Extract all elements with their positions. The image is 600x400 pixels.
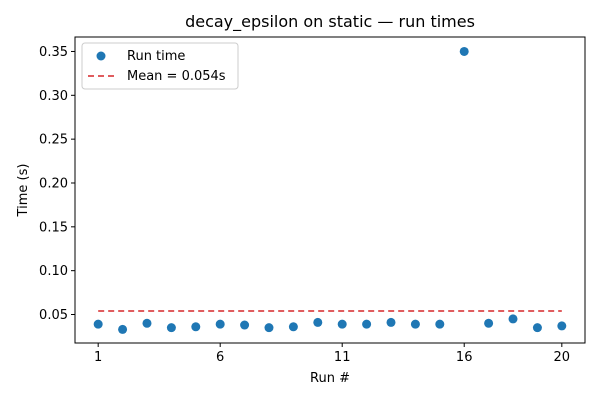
data-point-13 bbox=[386, 317, 396, 327]
legend: Run time Mean = 0.054s bbox=[81, 42, 239, 90]
data-point-14 bbox=[410, 319, 420, 329]
data-point-9 bbox=[288, 322, 298, 332]
data-point-8 bbox=[264, 323, 274, 333]
data-layer bbox=[93, 46, 567, 334]
y-tick-label-0.15: 0.15 bbox=[39, 220, 68, 235]
x-tick-label-11: 11 bbox=[334, 350, 351, 365]
axes-layer: 1 6 11 16 200.050.100.150.200.250.300.35 bbox=[39, 45, 570, 365]
data-point-18 bbox=[508, 314, 518, 324]
y-tick-label-0.30: 0.30 bbox=[39, 89, 68, 104]
x-tick-label-1: 1 bbox=[94, 350, 102, 365]
data-point-17 bbox=[484, 318, 494, 328]
data-point-5 bbox=[191, 322, 201, 332]
plot-frame bbox=[74, 36, 586, 344]
data-point-12 bbox=[362, 319, 372, 329]
data-point-10 bbox=[313, 317, 323, 327]
data-point-20 bbox=[557, 321, 567, 331]
y-tick-label-0.25: 0.25 bbox=[39, 133, 68, 148]
data-point-11 bbox=[337, 319, 347, 329]
chart-title: decay_epsilon on static — run times bbox=[185, 12, 475, 32]
data-point-16 bbox=[459, 46, 469, 56]
data-point-15 bbox=[435, 319, 445, 329]
data-point-6 bbox=[215, 319, 225, 329]
y-tick-label-0.05: 0.05 bbox=[39, 308, 68, 323]
x-axis-title: Run # bbox=[310, 371, 350, 386]
y-axis-title: Time (s) bbox=[16, 164, 31, 218]
data-point-3 bbox=[142, 318, 152, 328]
data-point-2 bbox=[118, 324, 128, 334]
y-tick-label-0.35: 0.35 bbox=[39, 45, 68, 60]
data-point-4 bbox=[166, 323, 176, 333]
data-point-1 bbox=[93, 319, 103, 329]
legend-box bbox=[81, 42, 239, 90]
x-tick-label-20: 20 bbox=[554, 350, 571, 365]
legend-marker-run-time bbox=[96, 51, 106, 61]
legend-label-mean: Mean = 0.054s bbox=[127, 69, 226, 84]
x-tick-label-6: 6 bbox=[216, 350, 224, 365]
data-point-7 bbox=[240, 320, 250, 330]
x-tick-label-16: 16 bbox=[456, 350, 473, 365]
data-point-19 bbox=[532, 323, 542, 333]
legend-label-run-time: Run time bbox=[127, 49, 185, 64]
y-tick-label-0.10: 0.10 bbox=[39, 264, 68, 279]
y-tick-label-0.20: 0.20 bbox=[39, 176, 68, 191]
